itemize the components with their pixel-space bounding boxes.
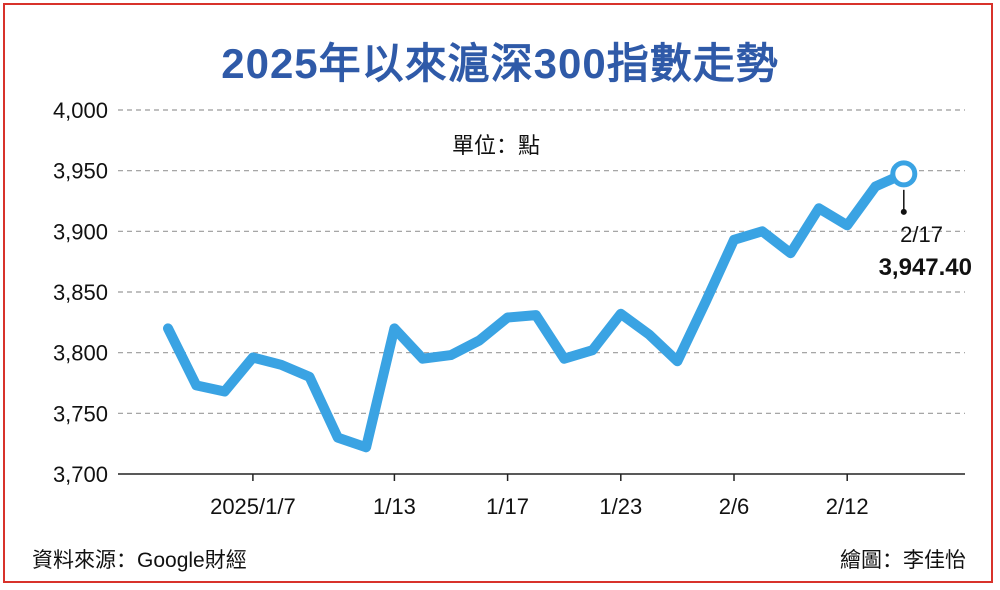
y-tick-label: 3,750	[53, 401, 108, 426]
chart-title: 2025年以來滬深300指數走勢	[221, 40, 779, 87]
x-tick-label: 2/12	[826, 494, 869, 519]
y-tick-label: 3,850	[53, 280, 108, 305]
x-tick-label: 1/17	[486, 494, 529, 519]
x-tick-label: 2025/1/7	[210, 494, 296, 519]
y-tick-label: 4,000	[53, 98, 108, 123]
annotation-value: 3,947.40	[879, 254, 972, 281]
credit-note: 繪圖：李佳怡	[840, 549, 966, 572]
unit-label: 單位：點	[452, 133, 541, 158]
y-tick-label: 3,700	[53, 462, 108, 487]
x-tick-label: 2/6	[719, 494, 750, 519]
chart-frame	[3, 3, 993, 583]
source-note: 資料來源：Google財經	[32, 549, 247, 572]
y-tick-label: 3,800	[53, 341, 108, 366]
annotation-dot	[900, 208, 907, 215]
x-tick-label: 1/23	[599, 494, 642, 519]
y-tick-label: 3,900	[53, 219, 108, 244]
y-tick-label: 3,950	[53, 159, 108, 184]
annotation-date: 2/17	[900, 222, 943, 247]
last-point-marker	[890, 160, 918, 188]
x-tick-label: 1/13	[373, 494, 416, 519]
series-line	[163, 168, 909, 453]
